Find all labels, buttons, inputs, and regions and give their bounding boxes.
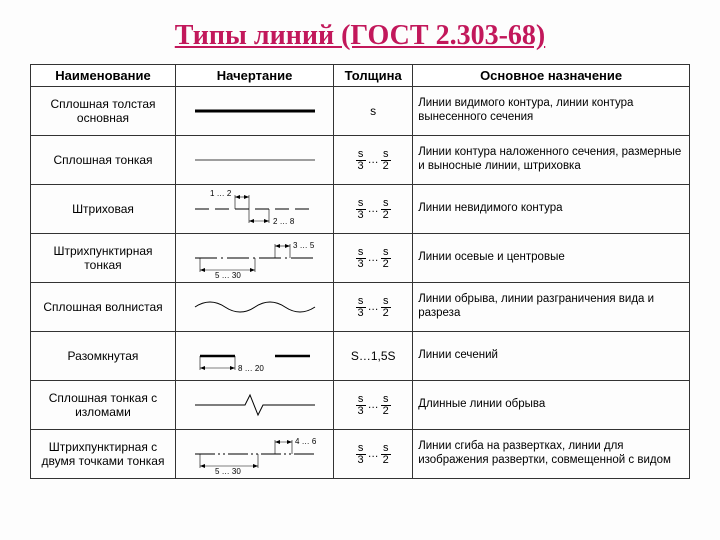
cell-drawing <box>175 283 333 332</box>
cell-name: Штрихпунктирная тонкая <box>31 234 176 283</box>
cell-thickness: s3…s2 <box>334 234 413 283</box>
col-draw: Начертание <box>175 65 333 87</box>
table-row: Сплошная толстая основная sЛинии видимого… <box>31 87 690 136</box>
page-title: Типы линий (ГОСТ 2.303-68) <box>30 20 690 52</box>
cell-drawing: 1 … 2 2 … 8 <box>175 185 333 234</box>
cell-drawing: 4 … 6 5 … 30 <box>175 430 333 479</box>
cell-thickness: s <box>334 87 413 136</box>
cell-name: Сплошная тонкая с изломами <box>31 381 176 430</box>
cell-description: Линии осевые и центровые <box>413 234 690 283</box>
table-row: Сплошная тонкая с изломами s3…s2Длинные л… <box>31 381 690 430</box>
cell-thickness: s3…s2 <box>334 136 413 185</box>
svg-text:4 … 6: 4 … 6 <box>295 437 317 446</box>
cell-name: Разомкнутая <box>31 332 176 381</box>
cell-name: Штрихпунктирная с двумя точками тонкая <box>31 430 176 479</box>
cell-thickness: s3…s2 <box>334 381 413 430</box>
cell-description: Длинные линии обрыва <box>413 381 690 430</box>
table-row: Сплошная волнистая s3…s2Линии обрыва, лин… <box>31 283 690 332</box>
cell-description: Линии видимого контура, линии контура вы… <box>413 87 690 136</box>
svg-text:8 … 20: 8 … 20 <box>238 364 264 373</box>
cell-drawing <box>175 87 333 136</box>
table-row: Сплошная тонкая s3…s2Линии контура наложе… <box>31 136 690 185</box>
cell-description: Линии невидимого контура <box>413 185 690 234</box>
table-row: Штрихпунктирная с двумя точками тонкая4 … <box>31 430 690 479</box>
cell-name: Штриховая <box>31 185 176 234</box>
cell-description: Линии сечений <box>413 332 690 381</box>
cell-drawing <box>175 136 333 185</box>
cell-name: Сплошная толстая основная <box>31 87 176 136</box>
table-header-row: Наименование Начертание Толщина Основное… <box>31 65 690 87</box>
col-name: Наименование <box>31 65 176 87</box>
line-types-table: Наименование Начертание Толщина Основное… <box>30 64 690 479</box>
cell-thickness: s3…s2 <box>334 185 413 234</box>
cell-thickness: S…1,5S <box>334 332 413 381</box>
svg-text:2 … 8: 2 … 8 <box>273 217 295 226</box>
svg-text:5 … 30: 5 … 30 <box>215 271 241 280</box>
cell-name: Сплошная тонкая <box>31 136 176 185</box>
table-row: Штрихпунктирная тонкая 3 … 5 5 … 30 s3…s2Ли… <box>31 234 690 283</box>
cell-name: Сплошная волнистая <box>31 283 176 332</box>
cell-description: Линии сгиба на развертках, линии для изо… <box>413 430 690 479</box>
cell-drawing: 3 … 5 5 … 30 <box>175 234 333 283</box>
cell-description: Линии обрыва, линии разграничения вида и… <box>413 283 690 332</box>
svg-text:1 … 2: 1 … 2 <box>210 189 232 198</box>
svg-text:5 … 30: 5 … 30 <box>215 467 241 476</box>
cell-drawing: 8 … 20 <box>175 332 333 381</box>
cell-thickness: s3…s2 <box>334 430 413 479</box>
table-row: Разомкнутая 8 … 20 S…1,5SЛинии сечений <box>31 332 690 381</box>
cell-thickness: s3…s2 <box>334 283 413 332</box>
svg-text:3 … 5: 3 … 5 <box>293 241 315 250</box>
table-row: Штриховая 1 … 2 2 … 8 s3…s2Линии невидимого… <box>31 185 690 234</box>
cell-drawing <box>175 381 333 430</box>
col-thick: Толщина <box>334 65 413 87</box>
col-desc: Основное назначение <box>413 65 690 87</box>
cell-description: Линии контура наложенного сечения, разме… <box>413 136 690 185</box>
